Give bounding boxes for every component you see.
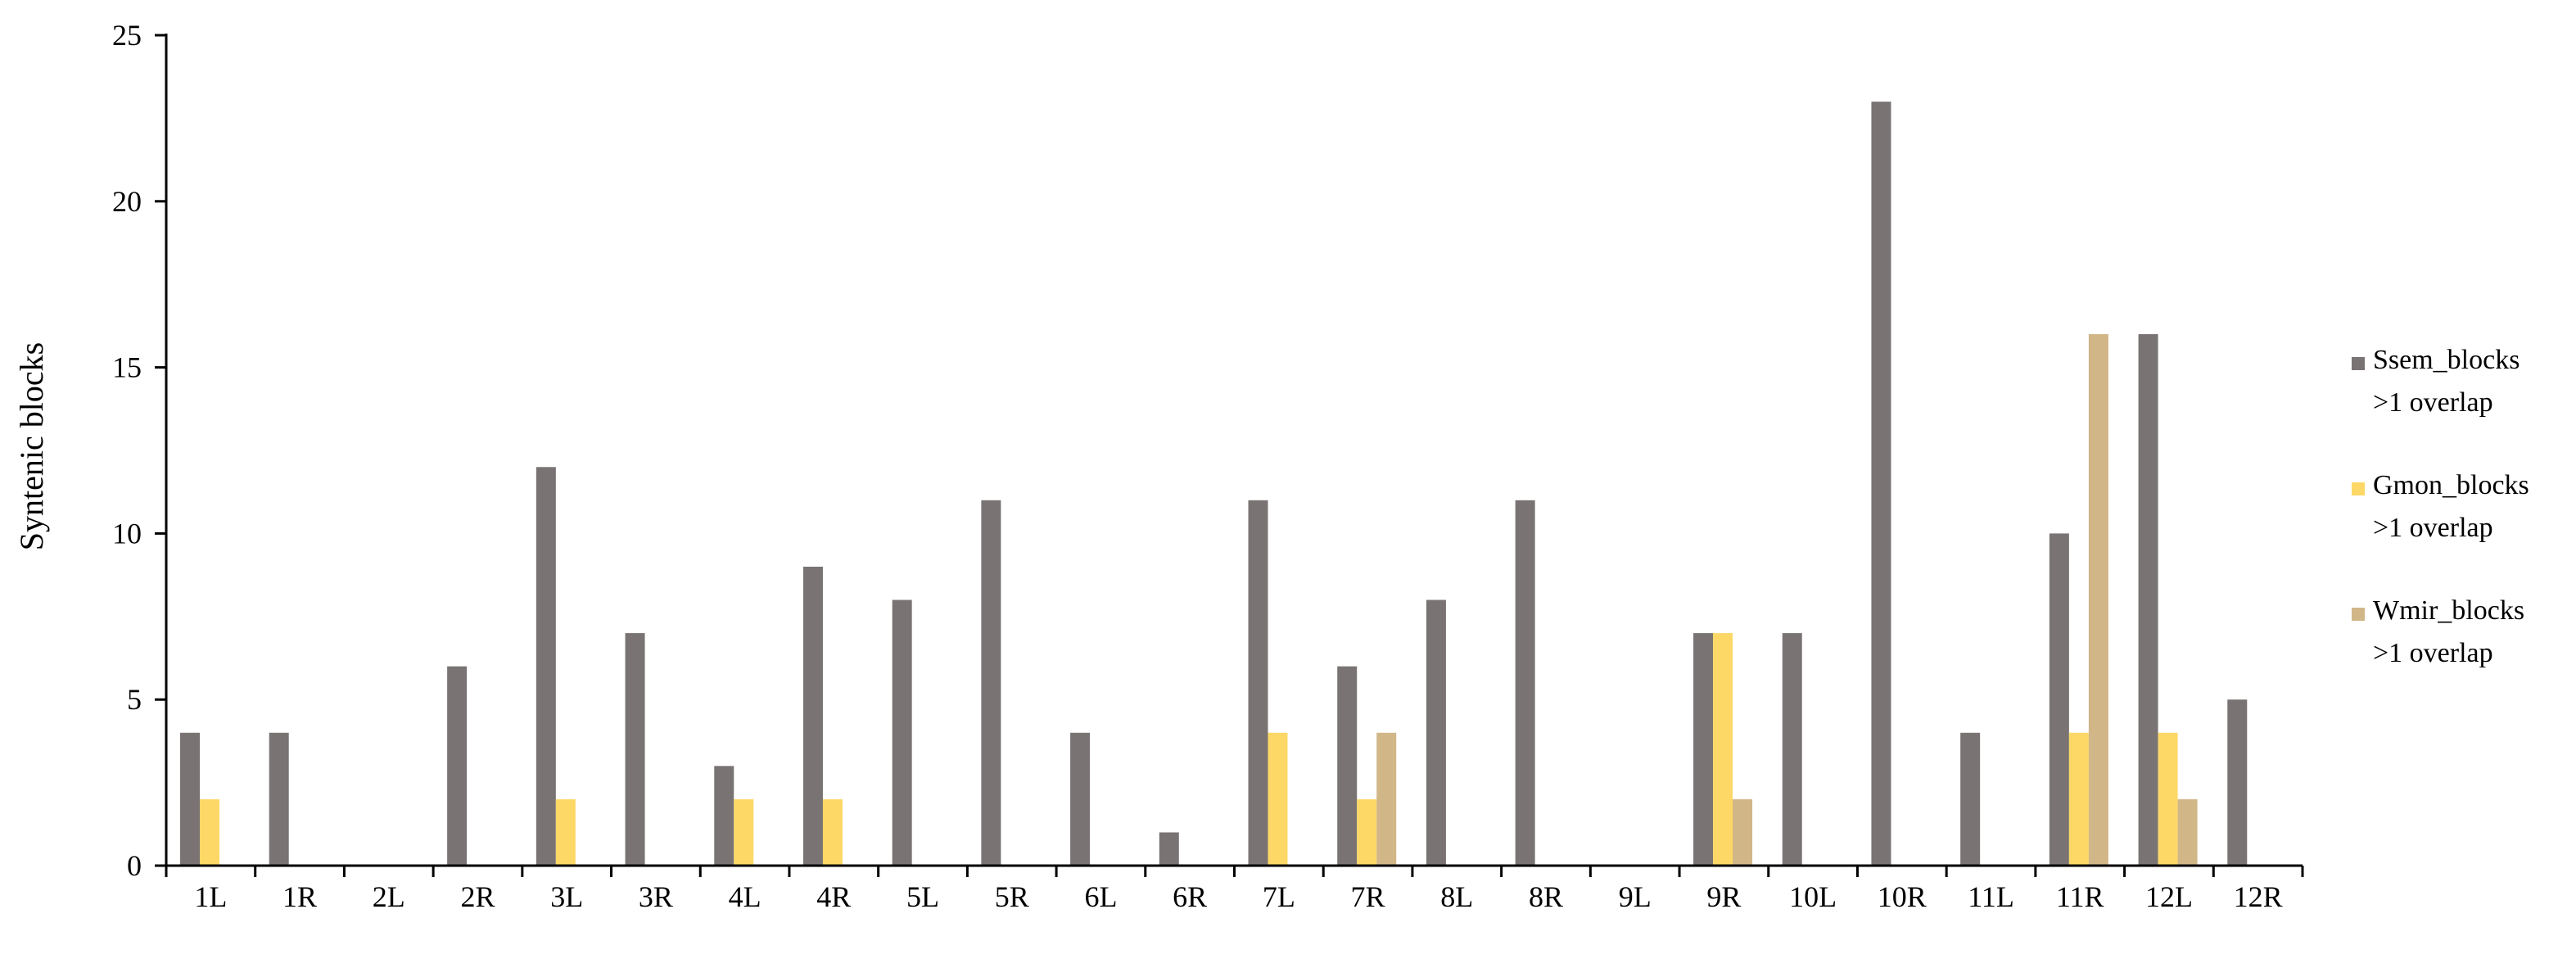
bar-1-7L <box>1248 500 1268 866</box>
bar-3-12L <box>2177 798 2198 866</box>
x-tick-label-7R: 7R <box>1351 880 1385 913</box>
y-tick-label-0: 0 <box>127 849 142 882</box>
bar-1-11R <box>2049 533 2069 866</box>
x-tick-label-12L: 12L <box>2145 880 2193 913</box>
bar-1-5R <box>981 500 1001 866</box>
x-tick-label-4R: 4R <box>816 880 851 913</box>
x-tick-label-10R: 10R <box>1878 880 1927 913</box>
bar-3-11R <box>2088 334 2108 866</box>
y-axis-title: Syntenic blocks <box>13 342 50 550</box>
x-tick-label-2L: 2L <box>373 880 405 913</box>
x-tick-label-5L: 5L <box>906 880 939 913</box>
bar-1-1L <box>180 732 200 866</box>
x-tick-label-10L: 10L <box>1789 880 1837 913</box>
bar-1-4R <box>802 566 823 866</box>
x-tick-label-8L: 8L <box>1440 880 1473 913</box>
bar-2-9R <box>1713 633 1733 866</box>
x-tick-label-4L: 4L <box>729 880 762 913</box>
bar-1-8R <box>1515 500 1535 866</box>
bars-layer <box>180 102 2248 866</box>
axes-layer: 0 5 10 15 20 25 1L 1R 2L 2R 3L 3R 4L 4R 5L 5R 6L 6R 7L 7R 8L… <box>112 19 2304 913</box>
bar-1-6R <box>1159 832 1179 866</box>
y-tick-label-20: 20 <box>112 185 142 218</box>
bar-2-12L <box>2158 732 2178 866</box>
bar-1-3R <box>625 633 645 866</box>
x-tick-label-7L: 7L <box>1263 880 1295 913</box>
y-tick-label-10: 10 <box>112 517 142 550</box>
legend: Ssem_blocks >1 overlap Gmon_blocks >1 overl… <box>2352 345 2529 668</box>
x-tick-label-9R: 9R <box>1706 880 1741 913</box>
x-tick-label-8R: 8R <box>1529 880 1563 913</box>
x-tick-label-1L: 1L <box>194 880 227 913</box>
bar-1-1R <box>269 732 289 866</box>
bar-3-9R <box>1733 798 1753 866</box>
bar-1-12R <box>2227 699 2248 866</box>
bar-3-7R <box>1376 732 1397 866</box>
x-tick-label-1R: 1R <box>282 880 317 913</box>
legend-label-2-line-2: >1 overlap <box>2373 513 2493 543</box>
bar-1-6L <box>1070 732 1091 866</box>
bar-1-2R <box>447 666 468 866</box>
bar-1-12L <box>2138 334 2158 866</box>
bar-1-9R <box>1693 633 1714 866</box>
x-tick-label-3L: 3L <box>550 880 583 913</box>
bar-2-7L <box>1268 732 1288 866</box>
y-tick-label-25: 25 <box>112 19 142 52</box>
y-tick-label-5: 5 <box>127 683 142 716</box>
x-tick-label-2R: 2R <box>460 880 495 913</box>
x-tick-label-9L: 9L <box>1619 880 1652 913</box>
bar-1-7R <box>1337 666 1358 866</box>
x-tick-label-5R: 5R <box>995 880 1029 913</box>
x-tick-label-6L: 6L <box>1084 880 1117 913</box>
bar-1-4L <box>714 766 734 866</box>
bar-2-4L <box>734 798 754 866</box>
bar-2-1L <box>200 798 219 866</box>
x-tick-label-6R: 6R <box>1173 880 1207 913</box>
bar-1-10L <box>1782 633 1802 866</box>
bar-1-5L <box>892 599 912 866</box>
legend-swatch-1 <box>2352 357 2365 370</box>
bar-2-3L <box>555 798 576 866</box>
legend-label-1-line-1: Ssem_blocks <box>2373 345 2520 375</box>
bar-1-11L <box>1960 732 1981 866</box>
bar-1-8L <box>1426 599 1446 866</box>
x-tick-label-3R: 3R <box>639 880 673 913</box>
legend-label-3-line-1: Wmir_blocks <box>2373 595 2524 626</box>
legend-swatch-3 <box>2352 608 2365 621</box>
legend-label-1-line-2: >1 overlap <box>2373 387 2493 418</box>
bar-1-10R <box>1871 102 1891 866</box>
legend-swatch-2 <box>2352 482 2365 495</box>
bar-2-7R <box>1357 798 1377 866</box>
x-tick-label-11R: 11R <box>2056 880 2104 913</box>
bar-2-4R <box>822 798 843 866</box>
y-tick-label-15: 15 <box>112 351 142 384</box>
x-tick-label-11L: 11L <box>1968 880 2014 913</box>
legend-label-2-line-1: Gmon_blocks <box>2373 470 2529 500</box>
bar-1-3L <box>536 467 556 866</box>
legend-label-3-line-2: >1 overlap <box>2373 638 2493 668</box>
x-tick-label-12R: 12R <box>2234 880 2283 913</box>
bar-2-11R <box>2068 732 2089 866</box>
